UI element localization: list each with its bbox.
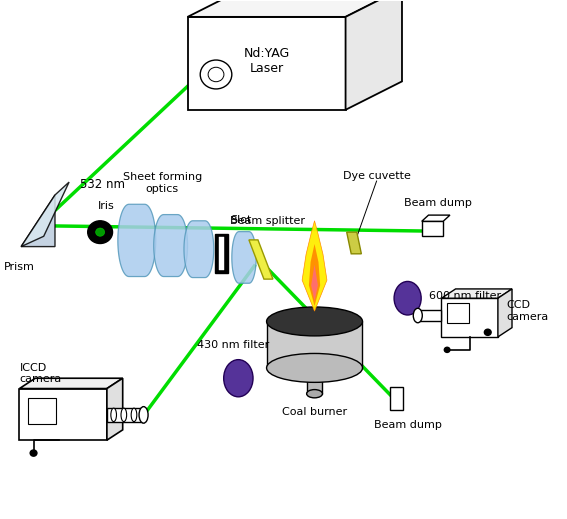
Ellipse shape: [131, 408, 137, 421]
Bar: [266, 321, 362, 368]
Text: Coal burner: Coal burner: [282, 406, 347, 417]
Bar: [418, 310, 442, 321]
Polygon shape: [184, 221, 214, 278]
Text: 430 nm filter: 430 nm filter: [197, 340, 269, 350]
Polygon shape: [309, 244, 320, 306]
Polygon shape: [107, 378, 122, 440]
Ellipse shape: [224, 360, 253, 397]
Ellipse shape: [394, 281, 421, 315]
Polygon shape: [188, 17, 345, 110]
Text: 532 nm: 532 nm: [81, 178, 125, 191]
Ellipse shape: [139, 406, 148, 423]
Polygon shape: [249, 240, 273, 279]
Polygon shape: [21, 195, 55, 247]
Polygon shape: [188, 0, 402, 17]
Bar: [219, 237, 224, 270]
Ellipse shape: [413, 308, 422, 323]
Text: Beam dump: Beam dump: [374, 419, 442, 430]
Text: Iris: Iris: [98, 201, 114, 211]
Bar: [28, 398, 56, 424]
Polygon shape: [498, 289, 512, 337]
Polygon shape: [21, 182, 69, 247]
Ellipse shape: [307, 390, 323, 398]
Circle shape: [96, 228, 105, 236]
Bar: [215, 234, 227, 272]
Text: Slot: Slot: [230, 215, 251, 225]
Polygon shape: [302, 221, 327, 311]
Polygon shape: [154, 214, 188, 277]
Text: Sheet forming
optics: Sheet forming optics: [122, 172, 202, 194]
Bar: [107, 408, 143, 421]
Bar: [307, 368, 323, 394]
Polygon shape: [442, 298, 498, 337]
Polygon shape: [311, 265, 318, 301]
Polygon shape: [422, 215, 450, 221]
Text: Prism: Prism: [4, 262, 35, 272]
Bar: [422, 221, 443, 236]
Ellipse shape: [111, 408, 116, 421]
Text: Beam dump: Beam dump: [404, 198, 472, 209]
Polygon shape: [442, 289, 512, 298]
Polygon shape: [345, 0, 402, 110]
Circle shape: [445, 347, 450, 352]
Polygon shape: [232, 231, 256, 283]
Circle shape: [484, 329, 491, 335]
Polygon shape: [346, 232, 361, 254]
Circle shape: [208, 67, 224, 81]
Circle shape: [30, 450, 37, 456]
Text: Beam splitter: Beam splitter: [230, 216, 305, 226]
Text: Nd:YAG
Laser: Nd:YAG Laser: [243, 47, 290, 75]
Text: ICCD
camera: ICCD camera: [19, 363, 62, 385]
Text: Dye cuvette: Dye cuvette: [342, 171, 411, 181]
Ellipse shape: [266, 353, 362, 383]
Bar: [390, 387, 403, 411]
Ellipse shape: [121, 408, 126, 421]
Circle shape: [200, 60, 232, 89]
Polygon shape: [118, 204, 156, 277]
Text: 600 nm filter: 600 nm filter: [429, 291, 501, 301]
Bar: [447, 304, 468, 323]
Ellipse shape: [266, 307, 362, 336]
Text: CCD
camera: CCD camera: [506, 301, 549, 322]
Circle shape: [88, 221, 112, 243]
Polygon shape: [19, 389, 107, 440]
Polygon shape: [19, 378, 122, 389]
